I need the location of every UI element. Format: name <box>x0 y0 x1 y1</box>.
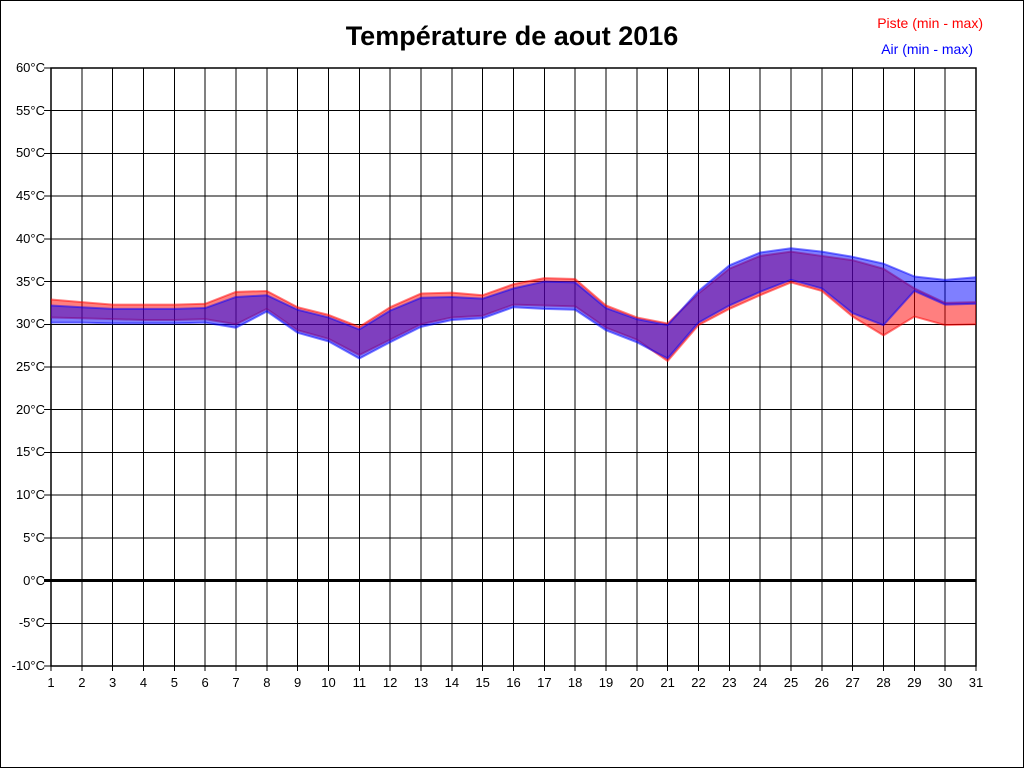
air-band <box>50 247 977 360</box>
x-tick-label: 16 <box>506 675 521 690</box>
x-tick-label: 20 <box>629 675 645 690</box>
x-tick-label: 26 <box>814 675 830 690</box>
y-tick-label: -10°C <box>11 658 45 673</box>
x-tick-label: 23 <box>722 675 737 690</box>
y-tick-label: 25°C <box>15 359 45 374</box>
x-tick-label: 14 <box>444 675 460 690</box>
x-tick-label: 6 <box>201 675 209 690</box>
x-tick-label: 3 <box>109 675 117 690</box>
x-tick-label: 22 <box>691 675 706 690</box>
x-tick-label: 12 <box>382 675 398 690</box>
y-tick-label: 10°C <box>15 487 45 503</box>
y-tick-label: 15°C <box>15 444 45 460</box>
y-tick-label: 50°C <box>15 145 45 161</box>
legend-item-piste: Piste (min - max) <box>877 15 983 31</box>
x-tick-label: 27 <box>845 675 860 690</box>
x-tick-label: 25 <box>783 675 799 690</box>
x-tick-label: 13 <box>413 675 429 690</box>
x-tick-label: 4 <box>139 675 148 690</box>
x-tick-label: 1 <box>47 675 55 690</box>
x-tick-label: 29 <box>907 675 922 690</box>
x-tick-label: 5 <box>170 675 178 690</box>
y-tick-label: 20°C <box>15 401 45 417</box>
x-tick-label: 17 <box>537 675 552 690</box>
x-tick-label: 10 <box>321 675 336 690</box>
y-tick-label: -5°C <box>18 615 45 631</box>
chart-title: Température de aout 2016 <box>345 21 679 51</box>
x-tick-label: 15 <box>475 675 490 690</box>
x-tick-label: 19 <box>598 675 614 690</box>
x-tick-label: 28 <box>876 675 891 690</box>
y-tick-label: 45°C <box>15 188 45 204</box>
x-tick-label: 11 <box>352 675 367 690</box>
x-tick-label: 30 <box>937 675 953 690</box>
x-tick-label: 21 <box>660 675 675 690</box>
y-tick-label: 0°C <box>23 572 45 588</box>
y-tick-label: 55°C <box>15 102 45 118</box>
piste-band <box>50 250 977 363</box>
y-tick-label: 40°C <box>15 230 45 246</box>
y-tick-label: 30°C <box>15 316 45 332</box>
x-tick-label: 9 <box>294 675 302 690</box>
x-tick-label: 7 <box>232 675 240 690</box>
gridlines <box>44 67 977 671</box>
x-tick-label: 8 <box>263 675 271 690</box>
chart-legend: Piste (min - max) Air (min - max) <box>877 10 983 62</box>
y-tick-label: 5°C <box>23 529 45 545</box>
x-tick-label: 31 <box>968 675 984 690</box>
x-tick-label: 24 <box>752 675 768 690</box>
x-tick-label: 2 <box>78 675 86 690</box>
legend-item-air: Air (min - max) <box>881 41 973 57</box>
plot-frame <box>50 67 977 667</box>
x-tick-label: 18 <box>567 675 583 690</box>
y-tick-label: 60°C <box>15 60 45 75</box>
y-tick-label: 35°C <box>15 273 45 289</box>
